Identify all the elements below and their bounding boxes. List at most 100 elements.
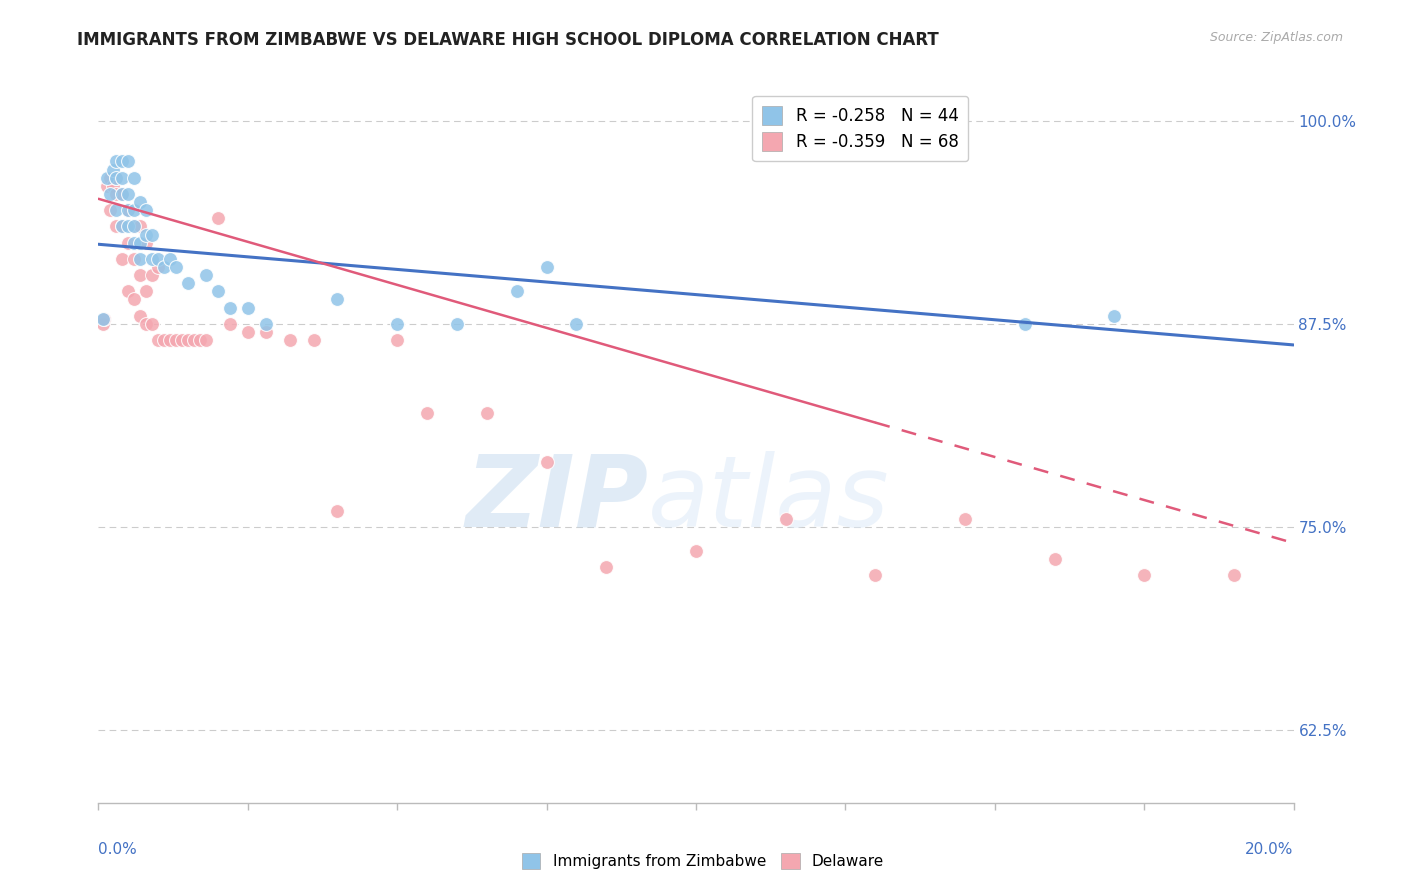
- Point: [326, 293, 349, 307]
- Point: [96, 178, 118, 193]
- Point: [153, 333, 176, 347]
- Point: [129, 235, 152, 250]
- Point: [685, 544, 707, 558]
- Point: [105, 186, 128, 201]
- Point: [129, 309, 152, 323]
- Point: [416, 406, 439, 420]
- Point: [105, 170, 128, 185]
- Point: [124, 293, 146, 307]
- Point: [595, 560, 617, 574]
- Text: atlas: atlas: [648, 450, 890, 548]
- Point: [96, 170, 118, 185]
- Point: [326, 503, 349, 517]
- Point: [117, 186, 139, 201]
- Text: ZIP: ZIP: [465, 450, 648, 548]
- Point: [565, 317, 588, 331]
- Point: [105, 154, 128, 169]
- Point: [159, 252, 181, 266]
- Text: 0.0%: 0.0%: [98, 842, 138, 856]
- Point: [536, 260, 558, 274]
- Point: [302, 333, 325, 347]
- Point: [865, 568, 887, 582]
- Point: [111, 219, 134, 234]
- Point: [207, 285, 229, 299]
- Point: [124, 219, 146, 234]
- Point: [1104, 309, 1126, 323]
- Point: [117, 154, 139, 169]
- Point: [446, 317, 468, 331]
- Point: [111, 252, 134, 266]
- Point: [254, 317, 277, 331]
- Point: [188, 333, 211, 347]
- Point: [385, 317, 409, 331]
- Point: [775, 511, 797, 525]
- Point: [105, 219, 128, 234]
- Point: [1223, 568, 1246, 582]
- Point: [105, 203, 128, 218]
- Point: [148, 252, 170, 266]
- Point: [91, 312, 114, 326]
- Point: [117, 219, 139, 234]
- Point: [124, 203, 146, 218]
- Point: [105, 170, 128, 185]
- Point: [98, 170, 122, 185]
- Point: [98, 186, 122, 201]
- Point: [124, 252, 146, 266]
- Point: [111, 186, 134, 201]
- Point: [117, 203, 139, 218]
- Point: [219, 317, 242, 331]
- Point: [236, 301, 259, 315]
- Text: Source: ZipAtlas.com: Source: ZipAtlas.com: [1209, 31, 1343, 45]
- Point: [135, 317, 157, 331]
- Point: [141, 268, 163, 282]
- Point: [135, 203, 157, 218]
- Point: [93, 312, 115, 326]
- Point: [195, 268, 218, 282]
- Point: [103, 178, 125, 193]
- Point: [1014, 317, 1036, 331]
- Point: [111, 219, 134, 234]
- Point: [536, 455, 558, 469]
- Point: [177, 333, 200, 347]
- Point: [385, 333, 409, 347]
- Point: [207, 211, 229, 226]
- Point: [98, 203, 122, 218]
- Point: [124, 235, 146, 250]
- Point: [506, 285, 529, 299]
- Point: [129, 268, 152, 282]
- Point: [124, 219, 146, 234]
- Text: 20.0%: 20.0%: [1246, 842, 1294, 856]
- Point: [1343, 568, 1365, 582]
- Point: [195, 333, 218, 347]
- Point: [153, 260, 176, 274]
- Point: [177, 277, 200, 291]
- Point: [1043, 552, 1066, 566]
- Point: [129, 252, 152, 266]
- Point: [124, 170, 146, 185]
- Point: [141, 252, 163, 266]
- Point: [953, 511, 976, 525]
- Point: [254, 325, 277, 339]
- Point: [165, 260, 187, 274]
- Legend: Immigrants from Zimbabwe, Delaware: Immigrants from Zimbabwe, Delaware: [516, 847, 890, 875]
- Point: [236, 325, 259, 339]
- Point: [278, 333, 301, 347]
- Point: [135, 235, 157, 250]
- Point: [111, 170, 134, 185]
- Point: [1133, 568, 1156, 582]
- Point: [91, 317, 114, 331]
- Point: [117, 203, 139, 218]
- Point: [111, 186, 134, 201]
- Point: [141, 317, 163, 331]
- Point: [148, 260, 170, 274]
- Point: [141, 227, 163, 242]
- Legend: R = -0.258   N = 44, R = -0.359   N = 68: R = -0.258 N = 44, R = -0.359 N = 68: [752, 95, 969, 161]
- Point: [135, 285, 157, 299]
- Point: [159, 333, 181, 347]
- Point: [129, 219, 152, 234]
- Point: [135, 227, 157, 242]
- Point: [148, 333, 170, 347]
- Point: [117, 285, 139, 299]
- Point: [475, 406, 498, 420]
- Point: [172, 333, 194, 347]
